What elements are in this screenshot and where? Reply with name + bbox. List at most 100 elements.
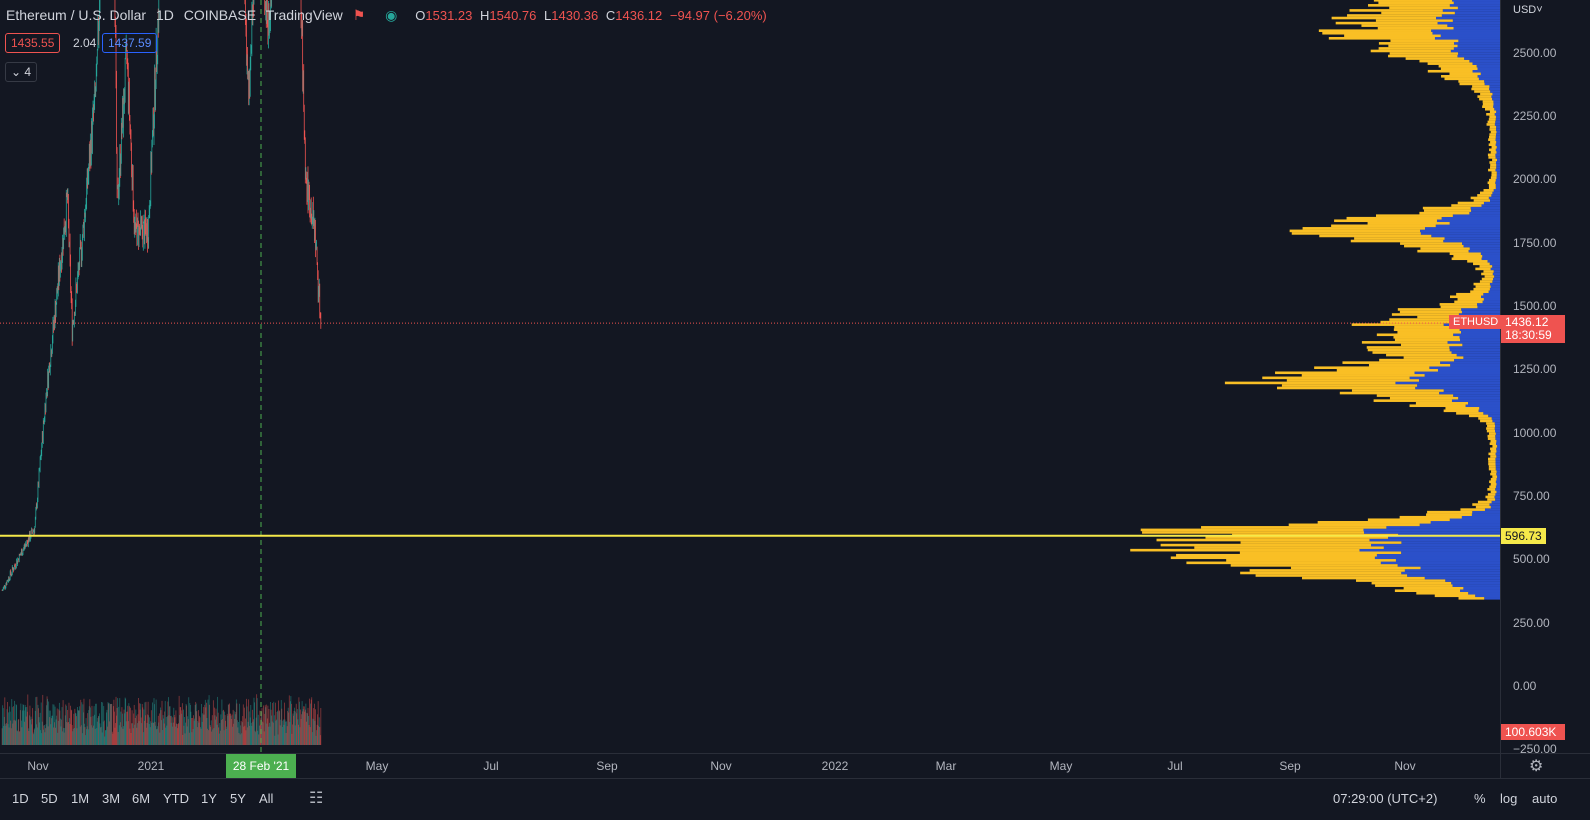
clock[interactable]: 07:29:00 (UTC+2) bbox=[1333, 791, 1438, 806]
vp-row-down bbox=[1240, 571, 1402, 575]
vp-row-up bbox=[1434, 36, 1500, 40]
auto-toggle[interactable]: auto bbox=[1532, 791, 1558, 806]
vp-row-up bbox=[1449, 518, 1500, 522]
vp-row-up bbox=[1401, 541, 1500, 544]
vp-row-down bbox=[1491, 470, 1497, 473]
vp-row-up bbox=[1359, 548, 1500, 552]
vp-row-down bbox=[1490, 482, 1497, 486]
ohlc-values: O1531.23 H1540.76 L1430.36 C1436.12 −94.… bbox=[415, 8, 773, 23]
bid-price[interactable]: 1435.55 bbox=[5, 33, 61, 53]
vp-row-down bbox=[1375, 19, 1453, 22]
vp-row-up bbox=[1431, 29, 1500, 32]
vp-row-down bbox=[1490, 166, 1497, 169]
flag-icon[interactable]: ⚑ bbox=[352, 7, 366, 23]
vp-row-down bbox=[1378, 47, 1454, 50]
vp-row-up bbox=[1496, 472, 1500, 476]
vp-row-down bbox=[1449, 252, 1481, 255]
vp-row-up bbox=[1472, 62, 1500, 65]
price-axis[interactable]: USD˅ 5000.004750.004500.004250.004000.00… bbox=[1449, 0, 1590, 756]
range-button-6m[interactable]: 6M bbox=[132, 791, 151, 806]
vp-row-down bbox=[1487, 488, 1496, 491]
vp-row-down bbox=[1239, 551, 1402, 554]
vp-row-down bbox=[1224, 381, 1396, 385]
vp-row-up bbox=[1462, 343, 1500, 347]
vp-row-down bbox=[1488, 462, 1496, 466]
symbol-name[interactable]: Ethereum / U.S. Dollar bbox=[6, 7, 147, 23]
legend: Ethereum / U.S. Dollar 1D COINBASE Tradi… bbox=[6, 7, 779, 24]
range-button-1d[interactable]: 1D bbox=[12, 791, 29, 806]
vp-row-down bbox=[1492, 158, 1498, 162]
vp-row-down bbox=[1490, 447, 1497, 451]
vp-row-down bbox=[1488, 118, 1496, 121]
settings-corner[interactable]: ⚙ bbox=[1500, 753, 1590, 778]
vp-row-down bbox=[1230, 564, 1398, 567]
percent-toggle[interactable]: % bbox=[1474, 791, 1486, 806]
vp-row-up bbox=[1495, 485, 1500, 489]
vp-row-up bbox=[1494, 107, 1500, 111]
vp-row-up bbox=[1461, 308, 1500, 311]
vp-row-down bbox=[1482, 105, 1494, 109]
vp-row-up bbox=[1496, 450, 1500, 453]
vp-row-up bbox=[1489, 503, 1500, 506]
vp-row-down bbox=[1477, 95, 1492, 98]
vp-row-down bbox=[1486, 429, 1496, 433]
range-button-5y[interactable]: 5Y bbox=[230, 791, 246, 806]
vp-row-down bbox=[1262, 376, 1410, 380]
vp-row-down bbox=[1427, 69, 1473, 73]
price-tick-label: 2500.00 bbox=[1513, 45, 1557, 60]
price-chart[interactable] bbox=[0, 0, 1500, 753]
price-tick-label: 500.00 bbox=[1513, 552, 1550, 567]
vp-row-down bbox=[1367, 221, 1450, 225]
vp-row-down bbox=[1480, 92, 1493, 96]
vp-row-up bbox=[1465, 404, 1500, 408]
vp-row-up bbox=[1495, 498, 1500, 501]
vp-row-up bbox=[1468, 401, 1500, 405]
gear-icon[interactable]: ⚙ bbox=[1529, 758, 1544, 775]
vp-row-up bbox=[1435, 224, 1500, 228]
vp-row-down bbox=[1488, 168, 1496, 172]
currency-menu[interactable]: USD˅ bbox=[1513, 4, 1543, 16]
vp-row-up bbox=[1495, 429, 1500, 433]
range-button-ytd[interactable]: YTD bbox=[163, 791, 189, 806]
vp-row-up bbox=[1415, 386, 1500, 390]
vp-row-down bbox=[1490, 176, 1497, 179]
price-tick-label: 2250.00 bbox=[1513, 108, 1557, 123]
chart-area[interactable]: Ethereum / U.S. Dollar 1D COINBASE Tradi… bbox=[0, 0, 1500, 753]
vp-row-down bbox=[1488, 156, 1496, 159]
vp-row-up bbox=[1484, 82, 1500, 86]
calendar-range-icon[interactable]: ☷ bbox=[309, 790, 324, 807]
vp-row-up bbox=[1462, 242, 1500, 245]
vp-row-up bbox=[1493, 189, 1500, 192]
spread-value: 2.04 bbox=[73, 36, 97, 50]
current-price-value: 1436.12 bbox=[1505, 315, 1549, 330]
vp-row-up bbox=[1492, 280, 1500, 283]
vp-row-up bbox=[1483, 297, 1500, 301]
range-button-3m[interactable]: 3M bbox=[102, 791, 121, 806]
vp-row-down bbox=[1467, 259, 1488, 263]
range-button-5d[interactable]: 5D bbox=[41, 791, 58, 806]
vp-row-down bbox=[1142, 531, 1364, 534]
vp-row-down bbox=[1445, 406, 1480, 410]
vp-row-up bbox=[1495, 181, 1500, 185]
vp-row-up bbox=[1442, 9, 1500, 12]
vp-row-down bbox=[1388, 54, 1458, 58]
range-button-1y[interactable]: 1Y bbox=[201, 791, 217, 806]
vp-row-up bbox=[1453, 394, 1500, 397]
interval-label[interactable]: 1D bbox=[155, 7, 174, 23]
ask-price[interactable]: 1437.59 bbox=[102, 33, 158, 53]
vp-row-down bbox=[1479, 97, 1493, 101]
log-toggle[interactable]: log bbox=[1500, 791, 1518, 806]
indicators-toggle[interactable]: ⌄ 4 bbox=[5, 62, 38, 82]
vp-row-up bbox=[1453, 1, 1500, 5]
range-button-1m[interactable]: 1M bbox=[71, 791, 90, 806]
time-axis[interactable]: Nov 2021 May Jul Sep Nov 2022 Mar May Jul Sep Nov 2… bbox=[0, 753, 1500, 778]
vp-row-up bbox=[1495, 437, 1500, 440]
vp-row-up bbox=[1481, 204, 1500, 207]
vp-row-up bbox=[1496, 477, 1500, 481]
vp-row-down bbox=[1477, 500, 1492, 504]
vp-row-down bbox=[1488, 467, 1496, 471]
range-button-all[interactable]: All bbox=[259, 791, 274, 806]
vp-row-down bbox=[1482, 102, 1494, 106]
vp-row-down bbox=[1490, 477, 1497, 481]
vp-row-down bbox=[1449, 72, 1481, 76]
